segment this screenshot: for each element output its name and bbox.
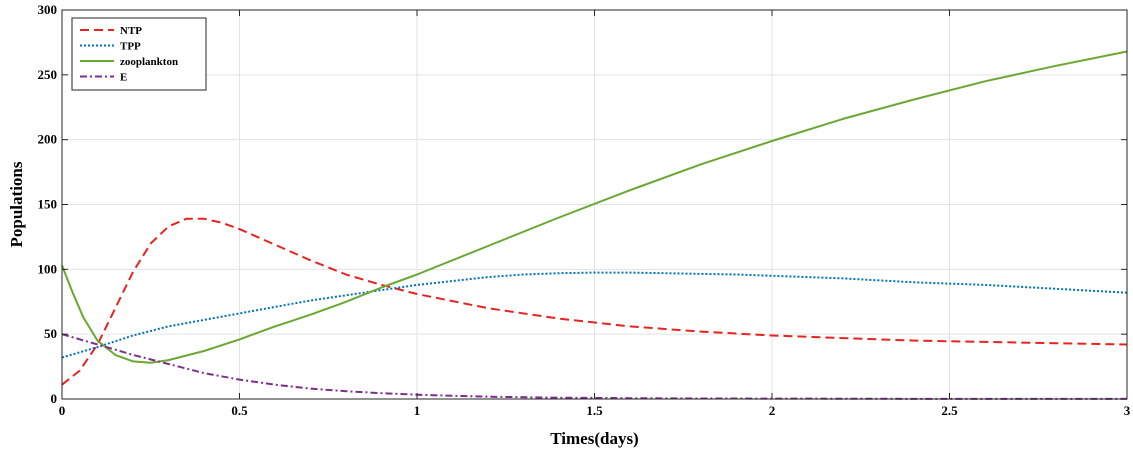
legend-label-zooplankton: zooplankton	[120, 56, 178, 68]
legend: NTP TPP zooplankton E	[71, 17, 207, 91]
legend-label-e: E	[120, 72, 127, 84]
y-tick-label: 100	[38, 261, 58, 276]
series-line-zooplankton	[61, 50, 1128, 364]
series-line-tpp	[61, 271, 1128, 359]
x-tick-label: 0	[59, 403, 66, 418]
legend-label-ntp: NTP	[120, 25, 142, 37]
y-tick-label: 50	[44, 326, 57, 341]
x-tick-label: 1.5	[586, 403, 603, 418]
y-tick-label: 0	[51, 391, 58, 406]
y-tick-label: 250	[38, 67, 58, 82]
x-tick-label: 3	[1124, 403, 1131, 418]
x-tick-label: 0.5	[231, 403, 248, 418]
y-axis-label: Populations	[7, 161, 26, 247]
y-tick-label: 300	[38, 2, 58, 17]
x-tick-label: 2.5	[941, 403, 958, 418]
legend-label-tpp: TPP	[120, 41, 141, 53]
axis-ticks: 0 0.5 1 1.5 2 2.5 3 0 50 100 150 200 250 300	[38, 2, 1131, 418]
series-line-ntp	[61, 217, 1128, 386]
x-tick-label: 2	[769, 403, 776, 418]
y-tick-label: 150	[38, 197, 58, 212]
x-tick-label: 1	[414, 403, 421, 418]
y-tick-label: 200	[38, 132, 58, 147]
x-axis-label: Times(days)	[550, 429, 638, 448]
